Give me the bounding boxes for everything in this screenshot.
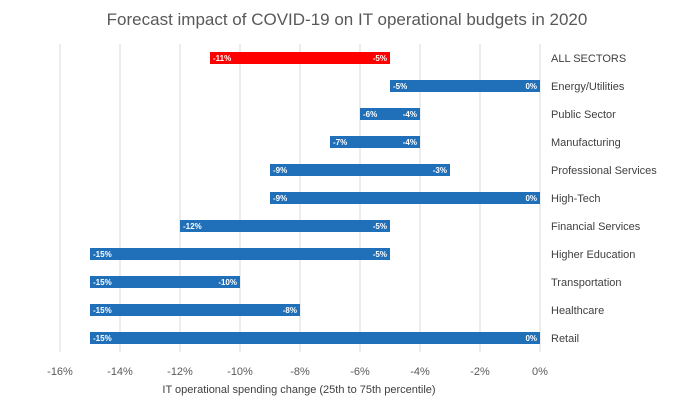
- bar-high-label: -10%: [218, 278, 237, 287]
- x-tick-label: -12%: [167, 366, 193, 378]
- bar-low-label: -11%: [213, 54, 231, 63]
- bar: [90, 304, 300, 316]
- x-tick-label: -14%: [107, 366, 133, 378]
- x-tick-label: -4%: [410, 366, 430, 378]
- bar-high-label: 0%: [525, 194, 537, 203]
- category-label: ALL SECTORS: [551, 53, 626, 65]
- bar-high-label: -4%: [403, 138, 417, 147]
- bar-low-label: -15%: [93, 306, 112, 315]
- bar: [180, 220, 390, 232]
- bar-low-label: -7%: [333, 138, 347, 147]
- bar-high-label: -8%: [283, 306, 297, 315]
- chart-title: Forecast impact of COVID-19 on IT operat…: [107, 10, 588, 29]
- bar-low-label: -15%: [93, 250, 112, 259]
- bar: [270, 164, 450, 176]
- category-label: Higher Education: [551, 249, 635, 261]
- x-tick-label: -2%: [470, 366, 490, 378]
- bar-layer: -11% -5% -5% 0% -6% -4% -7% -4% -9% -3% -9% 0% -12% -…: [90, 52, 540, 344]
- category-label: Transportation: [551, 277, 622, 289]
- x-tick-label: -6%: [350, 366, 370, 378]
- category-label: Energy/Utilities: [551, 81, 625, 93]
- category-label: Healthcare: [551, 305, 604, 317]
- bar-low-label: -12%: [183, 222, 202, 231]
- bar-high-label: -5%: [373, 250, 387, 259]
- bar: [90, 248, 390, 260]
- bar-low-label: -15%: [93, 278, 112, 287]
- bar: [390, 80, 540, 92]
- bar: [270, 192, 540, 204]
- x-axis-label: IT operational spending change (25th to …: [162, 384, 435, 396]
- category-label: Retail: [551, 333, 579, 345]
- category-labels: ALL SECTORS Energy/Utilities Public Sector…: [551, 53, 657, 345]
- bar: [330, 136, 420, 148]
- bar: [360, 108, 420, 120]
- bar-low-label: -9%: [273, 194, 287, 203]
- x-tick-label: 0%: [532, 366, 548, 378]
- x-tick-label: -10%: [227, 366, 253, 378]
- bar-high-label: 0%: [525, 334, 537, 343]
- bar-high-label: -5%: [373, 54, 387, 63]
- bar: [90, 332, 540, 344]
- bar-low-label: -15%: [93, 334, 112, 343]
- x-tick-label: -16%: [47, 366, 73, 378]
- bar-high-label: -5%: [373, 222, 387, 231]
- bar-high-label: 0%: [525, 82, 537, 91]
- x-tick-label: -8%: [290, 366, 310, 378]
- bar-low-label: -6%: [363, 110, 377, 119]
- bar-low-label: -9%: [273, 166, 287, 175]
- bar-low-label: -5%: [393, 82, 407, 91]
- bar-high-label: -4%: [403, 110, 417, 119]
- category-label: Manufacturing: [551, 137, 621, 149]
- bar: [90, 276, 240, 288]
- category-label: Public Sector: [551, 109, 616, 121]
- category-label: Financial Services: [551, 221, 641, 233]
- category-label: Professional Services: [551, 165, 657, 177]
- category-label: High-Tech: [551, 193, 601, 205]
- bar-high-label: -3%: [433, 166, 447, 175]
- x-axis-ticks: -16% -14% -12% -10% -8% -6% -4% -2% 0%: [47, 366, 548, 378]
- bar: [210, 52, 390, 64]
